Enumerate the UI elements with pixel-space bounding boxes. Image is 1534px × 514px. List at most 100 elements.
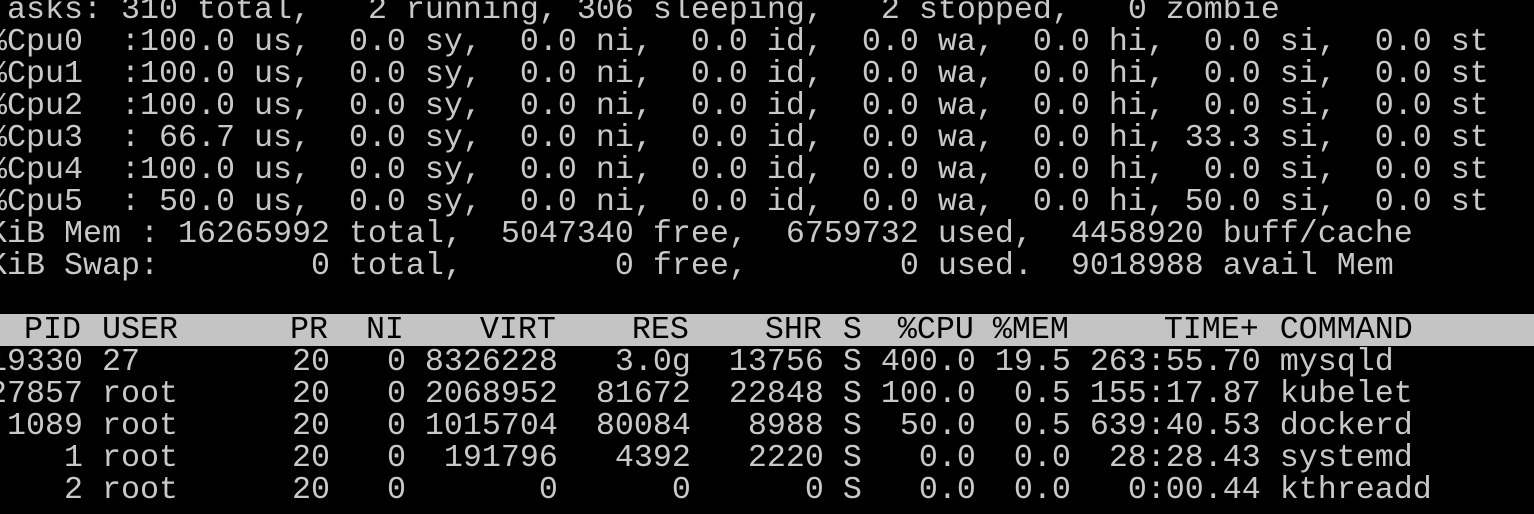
cell-ni: 0 (386, 408, 406, 444)
cpu-field-label: wa, (937, 152, 995, 188)
mem-field-label: used, (937, 216, 1033, 252)
cpu-separator: : (120, 56, 140, 92)
cpu-value: 0.0 (348, 152, 406, 188)
cell-shr: 22848 (728, 376, 824, 412)
cell-command: systemd (1279, 440, 1413, 476)
cpu-field-label: hi, (1108, 24, 1166, 60)
cpu-field-label: ni, (595, 56, 653, 92)
cell-pid: 1 (63, 440, 83, 476)
column-header-res: RES (631, 312, 689, 348)
cpu-field-label: sy, (424, 24, 482, 60)
cell-pid: 27857 (0, 376, 83, 412)
cpu-value: 0.0 (1203, 56, 1261, 92)
cpu-field-label: id, (766, 88, 824, 124)
cpu-value: 0.0 (1032, 24, 1090, 60)
cpu-field-label: wa, (937, 184, 995, 220)
process-row[interactable]: 1089 root 20 0 1015704 80084 8988 S 50.0 0.5 639:4… (0, 410, 1534, 442)
cpu-value: 0.0 (861, 24, 919, 60)
cpu-field-label: hi, (1108, 56, 1166, 92)
cpu-value: 100.0 (139, 88, 235, 124)
cell-command: mysqld (1279, 344, 1394, 380)
cpu-value: 0.0 (1032, 88, 1090, 124)
cpu-value: 100.0 (139, 24, 235, 60)
tasks-zombie-value: 0 (1127, 0, 1147, 28)
cell-pr: 20 (291, 408, 330, 444)
cpu-separator: : (120, 184, 140, 220)
cpu-value: 0.0 (690, 24, 748, 60)
cpu-line: %Cpu3:66.7 us, 0.0 sy, 0.0 ni, 0.0 id, 0.0 wa, 0.0… (0, 122, 1534, 154)
cpu-field-label: id, (766, 184, 824, 220)
cpu-value: 0.0 (348, 56, 406, 92)
tasks-running-value: 2 (367, 0, 387, 28)
cpu-value: 0.0 (348, 88, 406, 124)
cpu-value: 0.0 (1374, 24, 1432, 60)
cpu-value: 0.0 (1203, 88, 1261, 124)
swap-field-label: avail Mem (1222, 248, 1394, 284)
cpu-separator: : (120, 152, 140, 188)
cpu-value: 0.0 (861, 56, 919, 92)
swap-field-label: total, (348, 248, 463, 284)
cpu-field-label: si, (1279, 24, 1337, 60)
cpu-value: 100.0 (139, 56, 235, 92)
cpu-value: 0.0 (1374, 152, 1432, 188)
process-row[interactable]: 27857 root 20 0 2068952 81672 22848 S 100.0 0.5 15… (0, 378, 1534, 410)
cell-time: 155:17.87 (1089, 376, 1261, 412)
cpu-separator: : (120, 120, 140, 156)
cpu-value: 33.3 (1184, 120, 1261, 156)
cpu-value: 0.0 (690, 120, 748, 156)
cpu-line: %Cpu0:100.0 us, 0.0 sy, 0.0 ni, 0.0 id, 0.0 wa, 0.… (0, 26, 1534, 58)
cpu-field-label: si, (1279, 152, 1337, 188)
process-row[interactable]: 1 root 20 0 191796 4392 2220 S 0.0 0.0 28:28.43 sys… (0, 442, 1534, 474)
cell-mem: 0.0 (1013, 440, 1071, 476)
tasks-sleeping-value: 306 (576, 0, 634, 28)
cpu-value: 50.0 (1184, 184, 1261, 220)
cell-res: 4392 (614, 440, 691, 476)
cell-ni: 0 (386, 440, 406, 476)
mem-field-label: buff/cache (1222, 216, 1413, 252)
cpu-field-label: ni, (595, 120, 653, 156)
cpu-value: 0.0 (1032, 56, 1090, 92)
cpu-field-label: us, (253, 120, 311, 156)
cpu-value: 0.0 (519, 152, 577, 188)
cpu-field-label: hi, (1108, 152, 1166, 188)
mem-value: 5047340 (500, 216, 634, 252)
cell-virt: 2068952 (424, 376, 558, 412)
cpu-field-label: id, (766, 24, 824, 60)
cell-time: 263:55.70 (1089, 344, 1261, 380)
cpu-value: 0.0 (348, 120, 406, 156)
cpu-field-label: id, (766, 120, 824, 156)
cpu-line: %Cpu5:50.0us,0.0sy,0.0ni,0.0id,0.0wa,0.0… (0, 186, 1534, 218)
tasks-zombie-label: zombie (1165, 0, 1280, 28)
cell-pid: 19330 (0, 344, 83, 380)
cell-user: root (101, 408, 178, 444)
column-header-virt: VIRT (479, 312, 556, 348)
process-row[interactable]: 2 root 20 0 0 0 0 S 0.0 0.0 0:00.44 kthreadd (0, 474, 1534, 506)
swap-field-label: free, (652, 248, 748, 284)
cpu-field-label: hi, (1108, 184, 1166, 220)
cell-time: 639:40.53 (1089, 408, 1261, 444)
cell-pr: 20 (291, 440, 330, 476)
tasks-label: Tasks: (0, 0, 102, 28)
column-header-ni: NI (365, 312, 404, 348)
cpu-value: 0.0 (1032, 152, 1090, 188)
mem-field-label: total, (348, 216, 463, 252)
cpu-field-label: st (1450, 152, 1489, 188)
mem-value: 4458920 (1070, 216, 1204, 252)
cell-pr: 20 (291, 344, 330, 380)
cell-pr: 20 (291, 376, 330, 412)
process-row[interactable]: 19330 27 20 0 8326228 3.0g 13756 S 400.0 19.5 263:… (0, 346, 1534, 378)
cell-user: root (101, 440, 178, 476)
cpu-value: 0.0 (1374, 120, 1432, 156)
cpu-field-label: wa, (937, 24, 995, 60)
cell-mem: 0.5 (1013, 376, 1071, 412)
cell-pid: 2 (63, 472, 83, 508)
process-table-header: PID USER PR NI VIRT RES SHR S %CPU %MEM TIME+ COMMA… (0, 314, 1534, 346)
cell-cpu: 0.0 (918, 472, 976, 508)
cell-user: root (101, 472, 178, 508)
cell-ni: 0 (386, 376, 406, 412)
tasks-total-value: 310 (120, 0, 178, 28)
cell-s: S (842, 408, 862, 444)
cell-ni: 0 (386, 344, 406, 380)
cell-virt: 0 (538, 472, 558, 508)
